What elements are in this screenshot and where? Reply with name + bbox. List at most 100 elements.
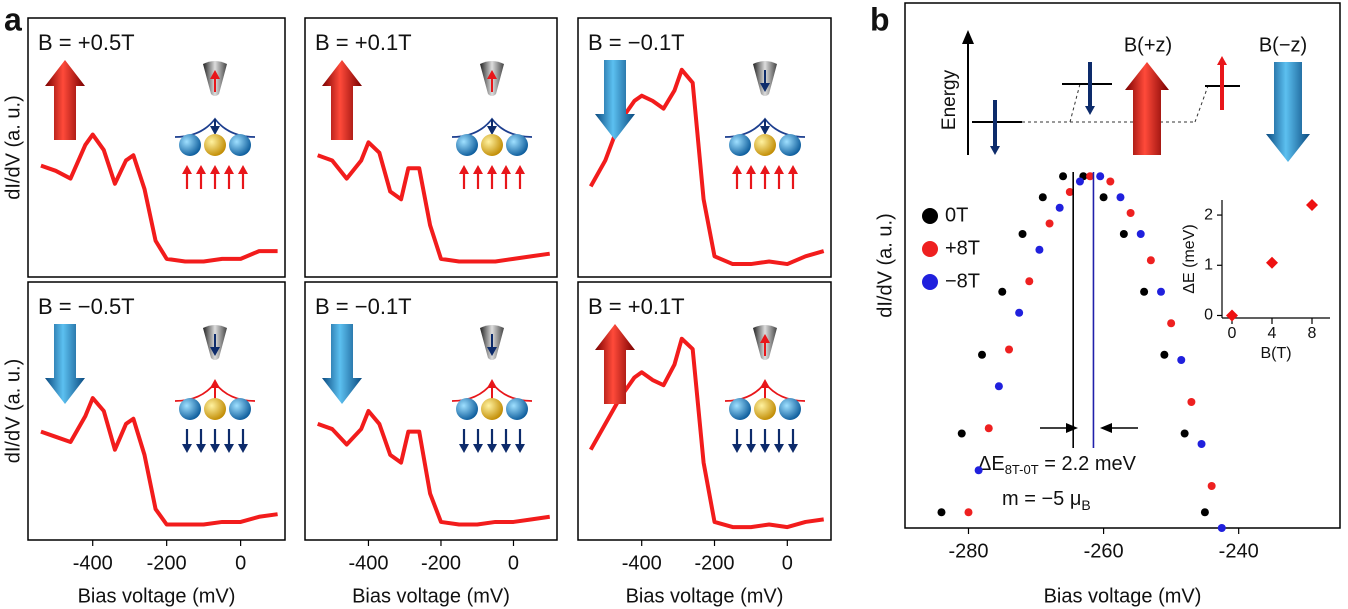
- spin-arrow-head: [487, 70, 497, 79]
- data-point: [1217, 524, 1226, 532]
- spin-arrow-head: [760, 444, 770, 453]
- dashed: [1022, 83, 1209, 123]
- big-arrow: [322, 324, 362, 404]
- data-point: [1167, 319, 1176, 328]
- x-axis-label: B(T): [1260, 345, 1291, 362]
- legend-marker: [922, 208, 938, 224]
- spin-arrow-head: [224, 165, 234, 174]
- spin-arrow-head: [501, 165, 511, 174]
- y-axis-label: dI/dV (a. u.): [2, 359, 24, 464]
- x-axis-label: Bias voltage (mV): [626, 585, 784, 607]
- x-tick-label: -400: [348, 552, 388, 574]
- data-point: [1177, 356, 1186, 364]
- annotation: ΔE8T-0T = 2.2 meV: [978, 453, 1137, 477]
- spin-arrow-head: [196, 444, 206, 453]
- spin-arrow-head: [487, 379, 497, 388]
- spin-arrow-head: [760, 83, 770, 92]
- spin-arrow-head: [760, 334, 770, 343]
- spin-arrow-head: [1085, 106, 1095, 115]
- spin-arrow-head: [515, 165, 525, 174]
- spin-arrow-head: [501, 444, 511, 453]
- spin-arrow-head: [1217, 56, 1227, 65]
- chart-title: B = −0.5T: [38, 294, 135, 319]
- atom: [204, 134, 226, 156]
- panel-label: b: [870, 1, 890, 37]
- delta-arrow-head: [1100, 423, 1112, 433]
- y-axis-label: ΔE (meV): [1181, 224, 1198, 293]
- spin-arrow-head: [224, 444, 234, 453]
- x-tick-label: 0: [782, 552, 793, 574]
- data-point: [1106, 177, 1115, 186]
- atom: [754, 134, 776, 156]
- spin-arrow-head: [788, 165, 798, 174]
- data-line: [588, 67, 825, 267]
- data-point: [1187, 398, 1196, 406]
- x-axis-label: Bias voltage (mV): [78, 585, 236, 607]
- field-label: B(+z): [1124, 34, 1172, 56]
- delta-arrow-head: [1066, 423, 1078, 433]
- y-axis-label: dI/dV (a. u.): [2, 95, 24, 200]
- spin-arrow-head: [746, 444, 756, 453]
- spin-arrow-head: [210, 165, 220, 174]
- data-point: [1126, 209, 1135, 217]
- spin-arrow-head: [760, 379, 770, 388]
- legend-label: +8T: [945, 237, 980, 259]
- data-line: [40, 396, 278, 527]
- atom: [229, 398, 251, 420]
- x-tick-label: -200: [421, 552, 461, 574]
- data-line: [40, 132, 278, 264]
- data-point: [1197, 440, 1206, 448]
- data-point: [1065, 188, 1074, 196]
- atom: [779, 398, 801, 420]
- data-point: [1140, 287, 1149, 296]
- data-point: [1025, 277, 1034, 286]
- spin-arrow-head: [238, 165, 248, 174]
- spin-arrow-head: [732, 444, 742, 453]
- plot-frame: [577, 17, 832, 278]
- spin-arrow-head: [774, 444, 784, 453]
- annotation-part: ΔE: [978, 453, 1005, 475]
- atom: [729, 134, 751, 156]
- data-point: [1035, 245, 1044, 254]
- spin-arrow-head: [459, 165, 469, 174]
- x-tick-label: 0: [235, 552, 246, 574]
- plot-frame: [27, 17, 286, 278]
- spin-arrow-head: [210, 379, 220, 388]
- big-arrow: [595, 324, 635, 404]
- data-point: [1266, 256, 1278, 269]
- atom: [179, 398, 201, 420]
- x-tick-label: 0: [1228, 325, 1237, 342]
- y-tick-label: 1: [1204, 256, 1213, 273]
- data-line: [317, 140, 551, 264]
- spin-arrow-head: [210, 126, 220, 135]
- spin-arrow-head: [459, 444, 469, 453]
- spin-arrow-head: [210, 347, 220, 356]
- atom: [754, 398, 776, 420]
- plot-frame: [304, 17, 558, 278]
- data-point: [984, 424, 993, 433]
- spin-arrow-head: [473, 165, 483, 174]
- data-point: [1086, 172, 1095, 181]
- spin-arrow-head: [182, 165, 192, 174]
- chart-title: B = −0.1T: [315, 294, 412, 319]
- spin-arrow-head: [760, 165, 770, 174]
- y-axis-label: dI/dV (a. u.): [874, 213, 896, 318]
- annotation-part: 8T-0T: [1005, 462, 1039, 477]
- spin-arrow-head: [760, 126, 770, 135]
- data-point: [1055, 203, 1064, 212]
- data-point: [998, 287, 1007, 296]
- y-tick-label: 2: [1204, 206, 1213, 223]
- atom: [179, 134, 201, 156]
- big-arrow: [595, 60, 635, 140]
- data-point: [978, 350, 987, 359]
- annotation: m = −5 μB: [1002, 488, 1091, 512]
- data-point: [1157, 287, 1166, 296]
- legend-label: 0T: [945, 204, 968, 226]
- data-point: [1116, 193, 1125, 202]
- atom: [729, 398, 751, 420]
- data-point: [1136, 230, 1145, 238]
- spin-arrow-head: [182, 444, 192, 453]
- annotation-part: B: [1081, 497, 1090, 513]
- plot-frame: [27, 281, 286, 541]
